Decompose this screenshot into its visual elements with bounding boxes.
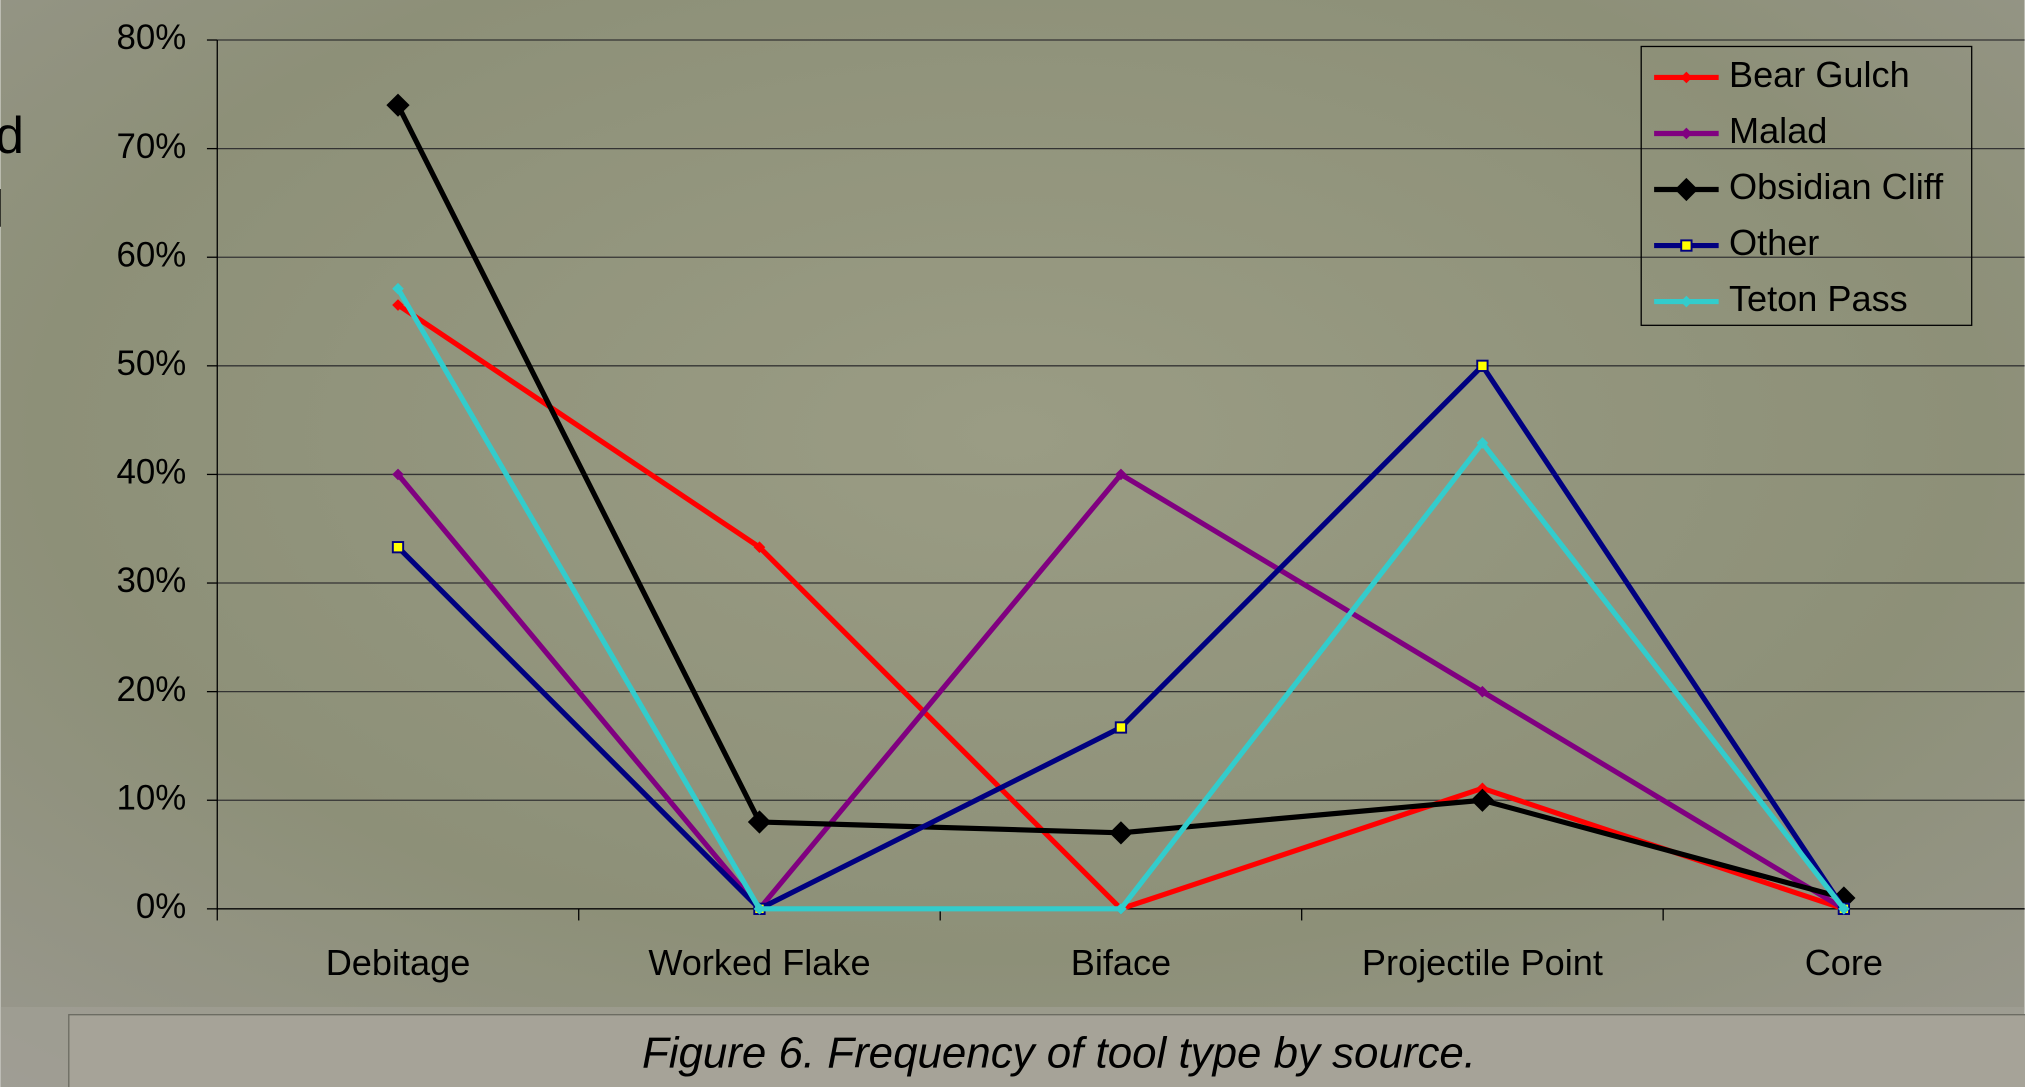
y-tick-label: 0%	[136, 887, 186, 926]
data-point	[1116, 722, 1126, 732]
y-tick-label: 60%	[117, 235, 187, 274]
y-tick-label: 50%	[117, 344, 187, 383]
x-tick-label: Worked Flake	[648, 942, 870, 983]
legend-label: Other	[1729, 222, 1819, 263]
side-text: d	[0, 106, 24, 164]
page: d l Figure 6. Frequency of tool type by …	[0, 0, 2025, 1087]
caption: Figure 6. Frequency of tool type by sour…	[642, 1029, 1476, 1078]
legend-label: Teton Pass	[1729, 278, 1908, 319]
x-tick-label: Projectile Point	[1362, 942, 1603, 983]
data-point	[1477, 361, 1487, 371]
y-tick-label: 30%	[117, 561, 187, 600]
x-tick-label: Biface	[1071, 942, 1171, 983]
x-tick-label: Core	[1805, 942, 1883, 983]
background	[0, 0, 2024, 1087]
y-tick-label: 20%	[117, 670, 187, 709]
legend-label: Obsidian Cliff	[1729, 166, 1944, 207]
y-tick-label: 40%	[117, 453, 187, 492]
side-text: l	[0, 180, 4, 238]
legend-label: Bear Gulch	[1729, 54, 1910, 95]
y-tick-label: 10%	[117, 778, 187, 817]
data-point	[393, 542, 403, 552]
chart: d l Figure 6. Frequency of tool type by …	[0, 0, 2025, 1087]
y-tick-label: 70%	[117, 127, 187, 166]
x-tick-label: Debitage	[326, 942, 471, 983]
legend-marker	[1681, 240, 1691, 250]
y-tick-label: 80%	[117, 18, 187, 57]
legend-label: Malad	[1729, 110, 1827, 151]
